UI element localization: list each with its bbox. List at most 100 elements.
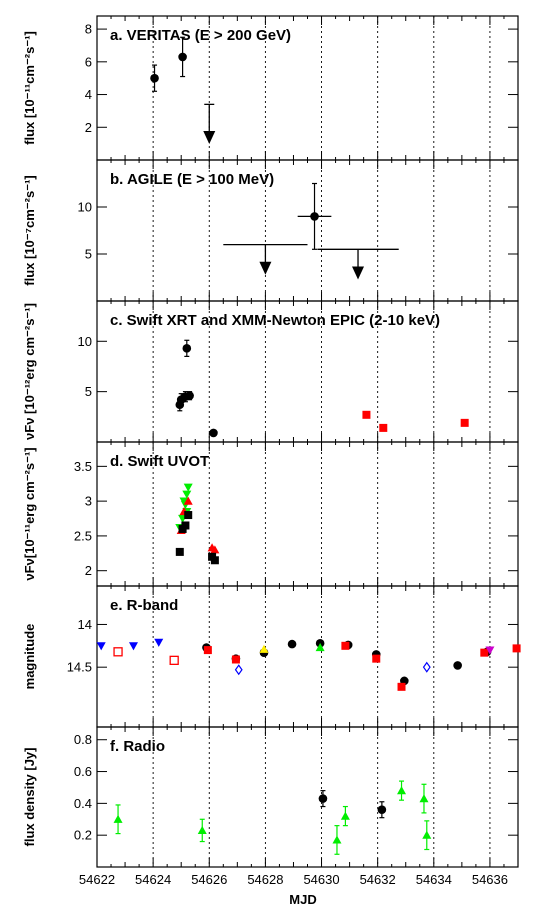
data-point	[379, 423, 388, 432]
data-point	[512, 644, 521, 653]
y-tick-label: 4	[85, 87, 92, 102]
data-point	[96, 642, 106, 651]
data-point	[150, 73, 159, 83]
data-point	[341, 641, 350, 650]
x-tick-label: 54624	[135, 872, 171, 887]
data-point	[340, 811, 350, 820]
data-point	[460, 418, 469, 427]
panel-b: 5 10 flux [10⁻⁷cm⁻²s⁻¹] b. AGILE (E > 100 M…	[22, 159, 519, 302]
data-point	[154, 638, 164, 647]
y-tick-label: 10	[78, 334, 92, 349]
data-point	[287, 639, 297, 649]
panel-title: b. AGILE (E > 100 MeV)	[110, 171, 274, 188]
y-axis-label: magnitude	[22, 624, 37, 690]
data-point	[234, 664, 243, 676]
y-axis-label: flux density [Jy]	[22, 748, 37, 847]
upper-limit-arrow	[259, 261, 272, 275]
y-axis-label: νFν[10⁻¹¹erg cm⁻²s⁻¹]	[22, 447, 37, 580]
y-tick-label: 0.6	[74, 764, 92, 779]
series-tri-down	[485, 646, 495, 655]
upper-limit-arrow	[203, 131, 216, 144]
data-point	[113, 647, 123, 657]
panel-title: d. Swift UVOT	[110, 453, 209, 470]
x-tick-label: 54628	[247, 872, 283, 887]
upper-limit-arrow	[352, 266, 365, 280]
data-point	[231, 655, 240, 664]
y-tick-label: 2	[85, 563, 92, 578]
data-point	[210, 556, 219, 565]
y-tick-label: 0.8	[74, 732, 92, 747]
panel-title: a. VERITAS (E > 200 GeV)	[110, 27, 291, 44]
series-square	[175, 511, 219, 565]
data-point	[310, 212, 319, 221]
panel-d: 2 2.5 3 3.5 νFν[10⁻¹¹erg cm⁻²s⁻¹] d. Swift UV…	[22, 441, 519, 587]
y-tick-label: 3.5	[74, 459, 92, 474]
x-tick-label: 54622	[79, 872, 115, 887]
y-tick-label: 2.5	[74, 528, 92, 543]
data-point	[128, 642, 138, 651]
series-tri-up	[113, 780, 432, 855]
y-tick-label: 0.4	[74, 796, 92, 811]
x-tick-label: 54634	[416, 872, 452, 887]
data-point	[181, 521, 190, 530]
data-point	[362, 410, 371, 419]
data-point	[480, 648, 489, 657]
data-point	[182, 344, 192, 353]
data-point	[422, 661, 431, 673]
y-tick-label: 2	[85, 120, 92, 135]
y-tick-label: 3	[85, 494, 92, 509]
data-point	[377, 805, 387, 815]
x-tick-label: 54630	[303, 872, 339, 887]
data-point	[185, 391, 194, 400]
panel-title: c. Swift XRT and XMM-Newton EPIC (2-10 k…	[110, 312, 440, 329]
data-point	[332, 835, 342, 844]
y-axis-label: flux [10⁻¹¹cm⁻²s⁻¹]	[22, 31, 37, 145]
data-point	[315, 643, 325, 652]
data-point	[453, 661, 462, 670]
y-tick-label: 5	[85, 247, 92, 262]
panel-a: 2 4 6 8 flux [10⁻¹¹cm⁻²s⁻¹] a. VERITAS (E > 2…	[22, 15, 519, 161]
x-axis-label: MJD	[289, 892, 316, 907]
panel-c: 5 10 νFν [10⁻¹²erg cm⁻²s⁻¹] c. Swift XRT an…	[22, 300, 519, 443]
y-tick-label: 6	[85, 54, 92, 69]
series-square	[203, 641, 521, 691]
data-point	[397, 786, 407, 795]
x-tick-label: 54636	[472, 872, 508, 887]
data-point	[184, 511, 193, 520]
data-point	[209, 428, 218, 438]
data-point	[318, 794, 328, 803]
data-point	[372, 654, 381, 663]
panel-f: 0.2 0.4 0.6 0.8 flux density [Jy] f. Radio 546…	[22, 726, 519, 887]
data-point	[182, 490, 192, 499]
series-tri-up	[259, 644, 269, 653]
series-square	[362, 410, 469, 432]
y-tick-label: 5	[85, 384, 92, 399]
data-point	[175, 547, 184, 556]
y-tick-label: 10	[78, 200, 92, 215]
data-point	[397, 682, 406, 691]
series-diamond-open	[234, 661, 431, 676]
series-tri-up	[315, 643, 325, 652]
y-tick-label: 8	[85, 22, 92, 37]
y-tick-label: 14	[78, 617, 92, 632]
data-point	[419, 794, 429, 803]
x-tick-label: 54632	[360, 872, 396, 887]
y-tick-label: 14.5	[67, 660, 92, 675]
data-point	[422, 830, 432, 839]
data-point	[169, 655, 179, 665]
series-tri-down	[96, 638, 164, 651]
data-point	[197, 825, 207, 835]
series-circle	[318, 790, 387, 819]
y-tick-label: 0.2	[74, 828, 92, 843]
y-axis-label: flux [10⁻⁷cm⁻²s⁻¹]	[22, 175, 37, 285]
data-point	[485, 646, 495, 655]
panel-title: e. R-band	[110, 597, 178, 614]
x-tick-label: 54626	[191, 872, 227, 887]
data-point	[178, 52, 187, 62]
panel-e: 14 14.5 magnitude e. R-band	[22, 585, 521, 728]
data-point	[183, 496, 193, 505]
series-circle	[175, 339, 218, 438]
y-axis-label: νFν [10⁻¹²erg cm⁻²s⁻¹]	[22, 303, 37, 440]
series-square-open	[113, 647, 179, 665]
